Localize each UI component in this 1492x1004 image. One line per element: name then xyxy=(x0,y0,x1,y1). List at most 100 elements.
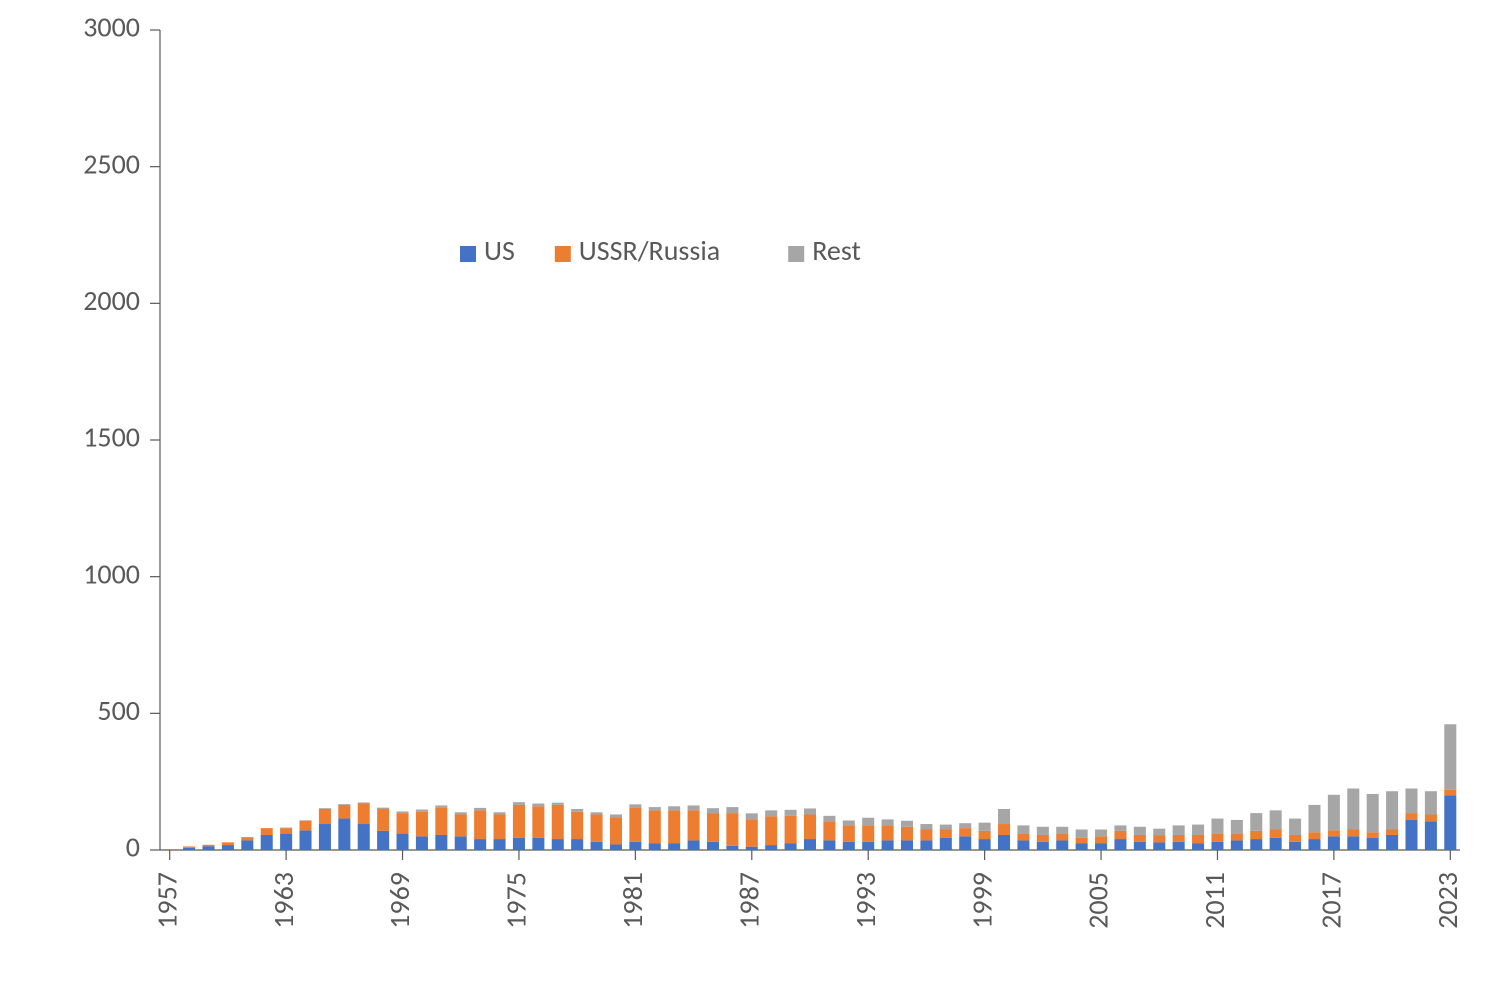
bar-segment xyxy=(1211,834,1223,842)
bar-segment xyxy=(455,814,467,836)
bar-segment xyxy=(1386,791,1398,829)
bar-segment xyxy=(435,808,447,835)
bar-segment xyxy=(552,839,564,850)
bar-segment xyxy=(377,808,389,809)
legend-label: USSR/Russia xyxy=(579,233,720,268)
bar-segment xyxy=(1114,831,1126,839)
bar-segment xyxy=(726,813,738,846)
chart-bg xyxy=(0,0,1492,1004)
bar-segment xyxy=(1114,839,1126,850)
bar-segment xyxy=(222,845,234,850)
bar-segment xyxy=(979,839,991,850)
bar-segment xyxy=(1444,724,1456,790)
bar-segment xyxy=(707,808,719,813)
bar-segment xyxy=(882,819,894,825)
bar-segment xyxy=(1250,839,1262,850)
bar-segment xyxy=(222,842,234,845)
bar-segment xyxy=(1134,835,1146,842)
bar-segment xyxy=(1231,820,1243,834)
bar-segment xyxy=(435,835,447,850)
x-tick-label: 1975 xyxy=(499,872,534,929)
bar-segment xyxy=(1425,814,1437,821)
bar-segment xyxy=(513,802,525,805)
bar-segment xyxy=(804,839,816,850)
y-tick-label: 1500 xyxy=(83,420,140,455)
bar-segment xyxy=(494,814,506,839)
bar-segment xyxy=(1270,830,1282,838)
bar-segment xyxy=(998,824,1010,835)
x-tick-label: 2017 xyxy=(1314,872,1349,929)
bar-segment xyxy=(1405,789,1417,814)
bar-segment xyxy=(629,808,641,842)
x-tick-label: 1957 xyxy=(149,872,184,929)
bar-segment xyxy=(959,828,971,836)
bar-segment xyxy=(1095,836,1107,843)
bar-segment xyxy=(1173,842,1185,850)
bar-segment xyxy=(591,814,603,841)
bar-segment xyxy=(843,842,855,850)
bar-segment xyxy=(552,803,564,805)
bar-segment xyxy=(1367,794,1379,832)
bar-segment xyxy=(1270,810,1282,829)
bar-segment xyxy=(1076,843,1088,850)
bar-segment xyxy=(1289,819,1301,835)
y-tick-label: 500 xyxy=(97,693,140,728)
bar-segment xyxy=(1308,832,1320,839)
bar-segment xyxy=(765,810,777,816)
bar-segment xyxy=(1405,820,1417,850)
bar-segment xyxy=(823,816,835,821)
bar-segment xyxy=(610,845,622,850)
bar-segment xyxy=(901,840,913,850)
bar-segment xyxy=(1173,825,1185,835)
bar-segment xyxy=(707,813,719,842)
bar-segment xyxy=(1386,835,1398,850)
bar-segment xyxy=(804,808,816,814)
bar-segment xyxy=(183,848,195,850)
bar-segment xyxy=(1114,825,1126,830)
y-tick-label: 0 xyxy=(126,830,140,865)
bar-segment xyxy=(300,821,312,831)
bar-segment xyxy=(455,812,467,814)
bar-segment xyxy=(202,845,214,846)
bar-segment xyxy=(1192,835,1204,843)
legend-swatch xyxy=(555,246,571,262)
bar-segment xyxy=(1056,827,1068,834)
bar-segment xyxy=(629,842,641,850)
bar-segment xyxy=(1328,836,1340,850)
x-tick-label: 1987 xyxy=(731,872,766,929)
bar-segment xyxy=(1095,830,1107,837)
x-tick-label: 1981 xyxy=(615,872,650,929)
bar-segment xyxy=(649,810,661,843)
bar-segment xyxy=(591,812,603,814)
x-tick-label: 1969 xyxy=(382,872,417,929)
bar-segment xyxy=(1076,838,1088,843)
bar-segment xyxy=(882,840,894,850)
bar-segment xyxy=(494,812,506,814)
bar-segment xyxy=(1017,834,1029,841)
bar-segment xyxy=(280,834,292,850)
bar-segment xyxy=(455,836,467,850)
bar-segment xyxy=(979,823,991,831)
bar-segment xyxy=(823,840,835,850)
x-tick-label: 1993 xyxy=(848,872,883,929)
bar-segment xyxy=(494,839,506,850)
bar-segment xyxy=(668,843,680,850)
bar-segment xyxy=(901,827,913,841)
bar-segment xyxy=(1328,830,1340,836)
bar-segment xyxy=(358,804,370,825)
bar-segment xyxy=(668,810,680,843)
bar-segment xyxy=(920,840,932,850)
bar-segment xyxy=(416,810,428,812)
bar-segment xyxy=(183,846,195,847)
bar-segment xyxy=(300,820,312,821)
bar-segment xyxy=(1308,805,1320,832)
bar-segment xyxy=(300,830,312,850)
bar-segment xyxy=(1405,813,1417,820)
bar-segment xyxy=(397,834,409,850)
bar-segment xyxy=(358,824,370,850)
bar-segment xyxy=(280,828,292,833)
bar-segment xyxy=(164,849,176,850)
bar-segment xyxy=(416,812,428,837)
bar-segment xyxy=(1289,835,1301,842)
bar-segment xyxy=(571,812,583,839)
